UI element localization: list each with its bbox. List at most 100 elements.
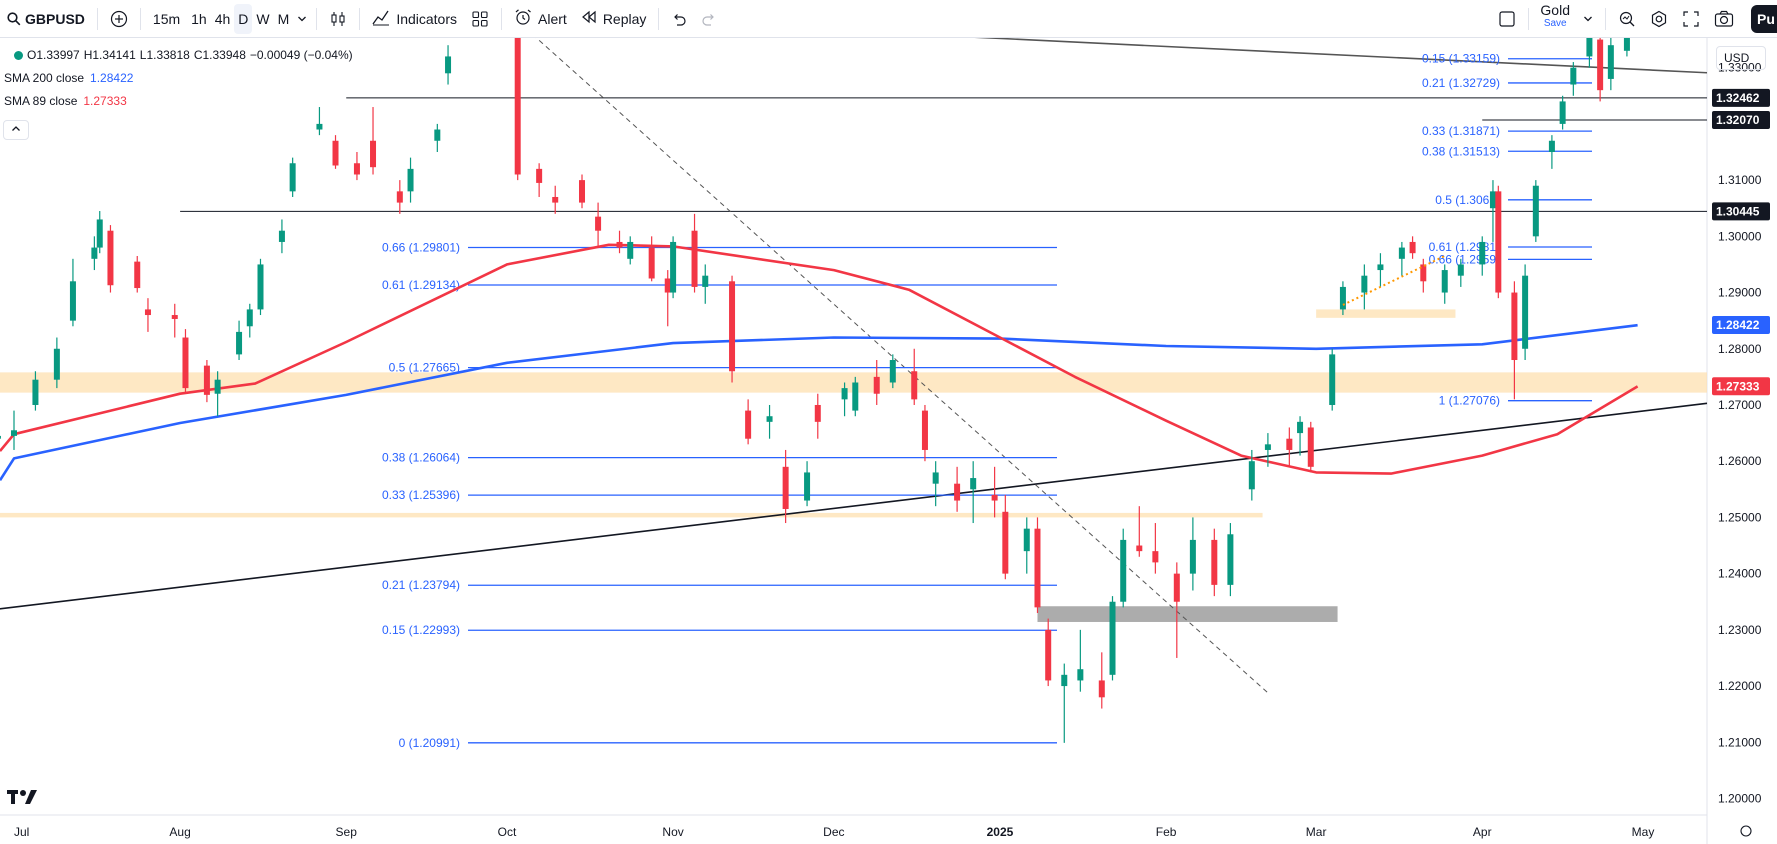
candle (1286, 427, 1293, 467)
candle (670, 236, 677, 299)
settings-button[interactable] (1643, 4, 1675, 34)
candle (1045, 618, 1052, 687)
chart-legend: O1.33997 H1.34141 L1.33818 C1.33948 −0.0… (0, 44, 357, 113)
candle-body (1377, 264, 1384, 271)
layout-save-button[interactable]: Gold Save (1534, 1, 1576, 34)
candle (257, 258, 264, 316)
fib1-label: 0.66 (1.29801) (382, 241, 460, 255)
price-label-bg (1712, 202, 1770, 221)
time-tick-label: Sep (336, 825, 358, 839)
candle (1511, 281, 1518, 400)
templates-button[interactable] (464, 4, 496, 34)
time-tick-label: Nov (662, 825, 683, 839)
sma200-legend[interactable]: SMA 200 close 1.28422 (0, 67, 357, 90)
candle-body (932, 472, 939, 484)
sma200-label: SMA 200 close (4, 71, 85, 85)
snapshot-button[interactable] (1707, 4, 1741, 34)
candle-body (1136, 545, 1143, 552)
replay-button[interactable]: Replay (574, 4, 654, 34)
interval-w[interactable]: W (256, 10, 270, 27)
candle (745, 399, 752, 445)
chevron-down-icon (1583, 14, 1593, 24)
candle (1559, 95, 1566, 130)
plan-label: Gold (1540, 1, 1570, 18)
candle (1077, 629, 1084, 692)
candle-body (278, 230, 285, 242)
candle-body (579, 180, 586, 203)
candle-body (1109, 601, 1116, 675)
undo-button[interactable] (664, 4, 694, 34)
redo-icon (701, 11, 717, 27)
candle-body (1479, 241, 1486, 265)
symbol-search[interactable]: GBPUSD (0, 4, 92, 34)
chart-type-button[interactable] (322, 4, 354, 34)
candle (595, 202, 602, 248)
alert-button[interactable]: Alert (507, 4, 574, 34)
interval-1h[interactable]: 1h (191, 10, 207, 27)
compare-button[interactable] (103, 4, 135, 34)
candle (1409, 236, 1416, 259)
price-label-bg (1712, 88, 1770, 107)
legend-collapse-button[interactable] (3, 120, 29, 140)
sma89-value: 1.27333 (83, 94, 127, 108)
candle-body (1361, 275, 1368, 293)
candle-body (970, 478, 977, 490)
indicators-button[interactable]: Indicators (365, 4, 464, 34)
candle-body (766, 416, 773, 422)
divider (1605, 7, 1606, 30)
candle-body (814, 404, 821, 422)
candle (182, 329, 189, 394)
square-icon (1498, 10, 1516, 28)
candle-body (1409, 241, 1416, 254)
candle (1173, 562, 1180, 658)
candle (873, 360, 880, 405)
fib2-label: 0.21 (1.32729) (1422, 76, 1500, 90)
candle (911, 348, 918, 405)
rewind-icon (581, 10, 597, 27)
interval-dropdown[interactable] (293, 4, 311, 34)
interval-m[interactable]: M (277, 10, 290, 27)
candle (814, 393, 821, 439)
price-chart[interactable]: 1.330001.320001.310001.300001.290001.280… (0, 38, 1777, 844)
divider (658, 7, 660, 30)
price-axis-ticks: 1.330001.320001.310001.300001.290001.280… (1718, 61, 1762, 806)
candle (1297, 416, 1304, 456)
interval-d[interactable]: D (234, 3, 253, 34)
quick-search-button[interactable] (1611, 4, 1643, 34)
interval-4h[interactable]: 4h (214, 10, 231, 27)
candle-body (1023, 528, 1030, 552)
fib2-label: 0.38 (1.31513) (1422, 144, 1500, 158)
time-tick-label: Jul (14, 825, 29, 839)
sma89-legend[interactable]: SMA 89 close 1.27333 (0, 90, 357, 113)
candle-body (53, 348, 60, 380)
candle (107, 225, 114, 293)
layout-button[interactable] (1491, 4, 1523, 34)
candle-body (171, 315, 178, 319)
candle (1339, 281, 1346, 316)
candles-icon (329, 10, 347, 28)
fullscreen-button[interactable] (1675, 4, 1707, 34)
redo-button[interactable] (694, 4, 724, 34)
fib1-label: 0.33 (1.25396) (382, 488, 460, 502)
fib1-label: 0 (1.20991) (399, 736, 460, 750)
interval-15m[interactable]: 15m (152, 10, 181, 27)
price-tick-label: 1.29000 (1718, 286, 1762, 300)
price-zone (0, 512, 1263, 518)
candle (1152, 523, 1159, 574)
candle (782, 449, 789, 524)
candle-body (1045, 629, 1052, 681)
save-dropdown[interactable] (1576, 4, 1600, 34)
candle (1607, 38, 1614, 91)
price-label-bg (1712, 110, 1770, 129)
candle (32, 371, 39, 411)
publish-button[interactable]: Pu (1751, 5, 1777, 33)
sma200-value: 1.28422 (90, 71, 134, 85)
candle-body (445, 56, 452, 74)
candle-body (889, 360, 896, 383)
time-tick-label: Mar (1306, 825, 1327, 839)
divider (1528, 7, 1530, 30)
currency-selector[interactable]: USD (1716, 46, 1766, 70)
candle-body (396, 191, 403, 203)
tradingview-logo[interactable] (7, 788, 39, 811)
candle (579, 174, 586, 209)
